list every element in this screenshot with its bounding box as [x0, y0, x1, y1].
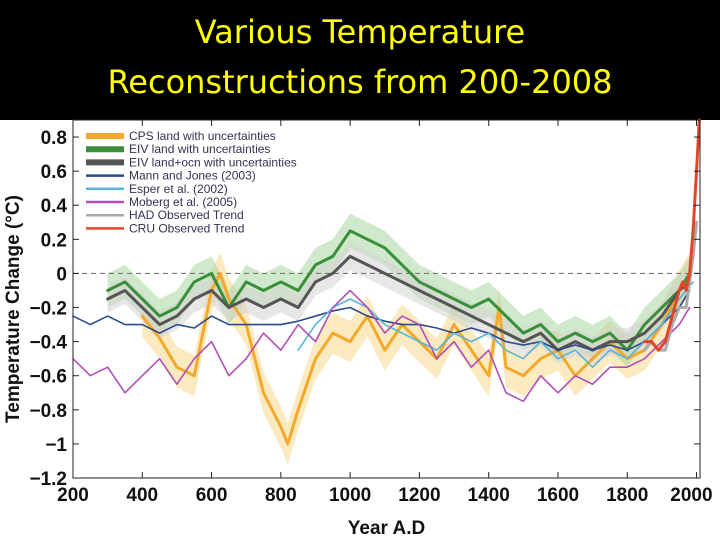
legend-label-4: Esper et al. (2002): [129, 182, 228, 196]
x-tick-label-7: 1600: [537, 485, 579, 506]
x-tick-label-5: 1200: [398, 485, 440, 506]
legend-label-7: CRU Observed Trend: [129, 221, 244, 235]
x-tick-label-6: 1400: [468, 485, 510, 506]
legend-label-5: Moberg et al. (2005): [129, 195, 237, 209]
line-series-0: [140, 271, 692, 446]
line-series-5: [72, 289, 691, 403]
plot-frame: [72, 119, 701, 479]
y-tick-label-6: −0.4: [29, 333, 67, 354]
line-series-7: [643, 118, 701, 352]
slide-title-line-1: Various Temperature: [194, 13, 526, 51]
series-lines: [72, 118, 701, 446]
x-axis-label: Year A.D: [348, 518, 425, 539]
x-tick-label-4: 1000: [329, 485, 371, 506]
x-tick-label-1: 400: [126, 485, 158, 506]
x-tick-label-0: 200: [57, 485, 89, 506]
y-axis-ticks: 0.8 0.6 0.4 0.2 0 −0.2 −0.4 −0.6 −0.8 −1 −1.2: [29, 128, 700, 490]
y-tick-label-1: 0.6: [41, 162, 67, 183]
x-tick-label-8: 1800: [606, 485, 648, 506]
legend-label-1: EIV land with uncertainties: [129, 142, 270, 156]
legend-label-2: EIV land+ocn with uncertainties: [129, 155, 297, 169]
line-series-2: [106, 254, 692, 352]
y-tick-label-2: 0.4: [41, 196, 68, 217]
x-tick-label-3: 800: [265, 485, 297, 506]
band-series-2: [107, 242, 690, 364]
y-axis-label: Temperature Change (°C): [3, 195, 24, 423]
x-tick-label-2: 600: [196, 485, 228, 506]
y-tick-label-8: −0.8: [29, 401, 67, 422]
slide-title-line-2: Reconstructions from 200-2008: [107, 63, 613, 101]
legend-label-6: HAD Observed Trend: [129, 208, 244, 222]
uncertainty-bands: [107, 213, 690, 465]
y-tick-label-4: 0: [56, 264, 67, 285]
y-tick-label-10: −1.2: [29, 469, 67, 490]
line-series-4: [297, 281, 694, 368]
legend-label-3: Mann and Jones (2003): [129, 169, 256, 183]
y-tick-label-9: −1: [45, 435, 67, 456]
y-tick-label-3: 0.2: [41, 230, 67, 251]
x-axis-ticks: 200 400 600 800 1000 1200 1400 1600 1800 2000: [57, 120, 713, 506]
y-tick-label-0: 0.8: [41, 128, 67, 149]
line-series-3: [72, 289, 691, 351]
band-series-0: [142, 252, 690, 465]
y-tick-label-7: −0.6: [29, 367, 67, 388]
legend-label-0: CPS land with uncertainties: [129, 129, 276, 143]
y-tick-label-5: −0.2: [29, 299, 67, 320]
x-tick-label-9: 2000: [670, 485, 712, 506]
title-bar: Various Temperature Reconstructions from…: [0, 0, 720, 120]
line-series-1: [106, 229, 692, 352]
